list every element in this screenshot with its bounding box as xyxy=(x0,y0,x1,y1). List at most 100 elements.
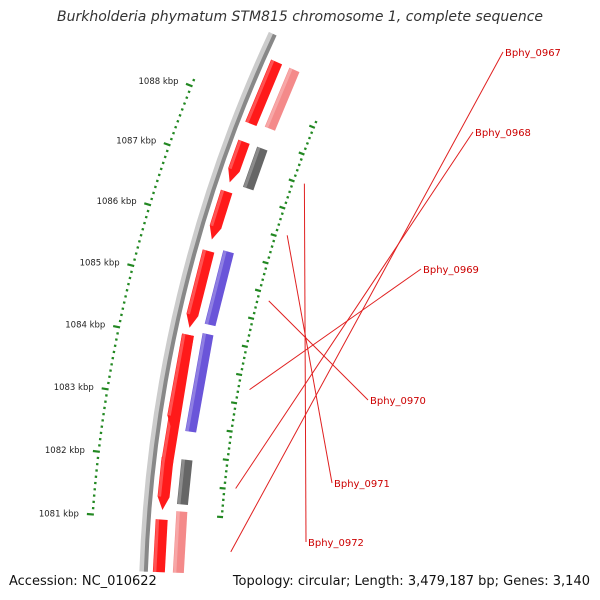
minor-tick xyxy=(130,270,133,274)
gene-label: Bphy_0970 xyxy=(370,396,426,407)
inner-minor-tick xyxy=(314,120,318,124)
gene-label: Bphy_0967 xyxy=(505,48,561,59)
minor-tick xyxy=(124,295,128,298)
gene-leader-line xyxy=(249,268,422,391)
inner-minor-tick xyxy=(272,239,276,243)
inner-tick-ring xyxy=(216,120,318,519)
gene-leader-line xyxy=(235,131,474,489)
gene-leader-line xyxy=(303,183,307,543)
minor-tick xyxy=(133,258,137,262)
inner-minor-tick xyxy=(305,141,309,145)
gene-leader-line xyxy=(286,235,333,484)
gene-arrow xyxy=(209,189,233,240)
tick-label: 1083 kbp xyxy=(54,383,94,393)
backbone-shadow xyxy=(139,31,276,572)
gene-label: Bphy_0972 xyxy=(308,538,364,549)
minor-tick xyxy=(169,137,173,141)
inner-major-tick xyxy=(230,401,238,405)
minor-tick xyxy=(127,282,130,286)
minor-tick xyxy=(159,167,163,171)
inner-minor-tick xyxy=(259,283,263,287)
major-tick xyxy=(185,82,193,88)
inner-minor-tick xyxy=(255,300,259,304)
minor-tick xyxy=(150,197,154,201)
minor-tick xyxy=(125,288,129,292)
minor-tick xyxy=(178,113,182,117)
minor-tick xyxy=(128,276,132,280)
inner-minor-tick xyxy=(268,250,272,254)
inner-minor-tick xyxy=(288,190,292,194)
inner-major-tick xyxy=(308,124,316,129)
minor-tick xyxy=(153,185,157,189)
inner-minor-tick xyxy=(264,267,268,271)
major-tick xyxy=(127,263,135,268)
tick-label: 1086 kbp xyxy=(97,197,137,207)
major-tick xyxy=(112,324,121,329)
inner-minor-tick xyxy=(254,306,257,309)
inner-minor-tick xyxy=(267,256,271,259)
inner-minor-tick xyxy=(293,174,297,178)
inner-major-tick xyxy=(270,233,277,237)
tick-label: 1088 kbp xyxy=(139,77,179,87)
inner-major-tick xyxy=(262,260,269,265)
minor-tick xyxy=(141,227,145,231)
inner-major-tick xyxy=(279,205,286,210)
minor-tick xyxy=(163,155,167,159)
inner-minor-tick xyxy=(248,328,252,332)
inner-minor-tick xyxy=(303,147,307,151)
minor-tick xyxy=(180,108,184,111)
inner-major-tick xyxy=(288,178,295,183)
genes-count: 3,140 xyxy=(552,574,590,589)
minor-tick xyxy=(174,125,178,129)
inner-major-tick xyxy=(219,486,226,490)
sequence-stats: Topology: circular; Length: 3,479,187 bp… xyxy=(232,574,590,589)
gene-arrow xyxy=(152,519,168,573)
inner-minor-tick xyxy=(299,158,303,161)
accession-info: Accession: NC_010622 xyxy=(9,574,157,589)
gene-arrow xyxy=(167,333,194,430)
gene-arrow xyxy=(176,459,193,505)
minor-tick xyxy=(172,131,176,135)
gene-arrow xyxy=(186,249,215,328)
minor-tick xyxy=(182,102,187,106)
major-tick xyxy=(163,142,171,147)
gene-arrow xyxy=(172,511,188,573)
minor-tick xyxy=(157,173,161,177)
major-tick xyxy=(101,387,109,391)
minor-tick xyxy=(155,179,159,183)
topology-value: circular xyxy=(297,574,346,589)
inner-major-tick xyxy=(222,458,229,462)
minor-tick xyxy=(187,90,191,94)
minor-tick xyxy=(121,307,125,311)
minor-tick xyxy=(137,240,141,243)
minor-tick xyxy=(161,161,165,165)
tick-ring xyxy=(86,78,196,516)
gene-label: Bphy_0971 xyxy=(334,479,390,490)
inner-minor-tick xyxy=(295,168,299,172)
map-title: Burkholderia phymatum STM815 chromosome … xyxy=(56,9,543,25)
accession-label: Accession: xyxy=(9,574,78,589)
inner-minor-tick xyxy=(247,334,251,337)
inner-minor-tick xyxy=(270,245,274,248)
gene-arrow xyxy=(228,139,250,183)
gene-leader-line xyxy=(230,51,504,553)
gene-arrow xyxy=(204,250,234,327)
minor-tick xyxy=(122,301,126,304)
minor-tick xyxy=(144,215,148,219)
genes-label: Genes: xyxy=(503,574,549,589)
minor-tick xyxy=(139,233,143,237)
major-tick xyxy=(92,449,100,453)
inner-major-tick xyxy=(247,316,255,321)
length-value: 3,479,187 bp xyxy=(407,574,495,589)
tick-label: 1087 kbp xyxy=(116,136,156,146)
topology-label: Topology: xyxy=(232,574,294,589)
inner-major-tick xyxy=(241,344,248,349)
length-label: Length: xyxy=(354,574,404,589)
inner-minor-tick xyxy=(252,311,256,315)
gene-label: Bphy_0968 xyxy=(475,128,531,139)
minor-tick xyxy=(165,149,169,153)
inner-minor-tick xyxy=(275,228,279,232)
minor-tick xyxy=(120,313,123,317)
inner-minor-tick xyxy=(297,163,301,167)
